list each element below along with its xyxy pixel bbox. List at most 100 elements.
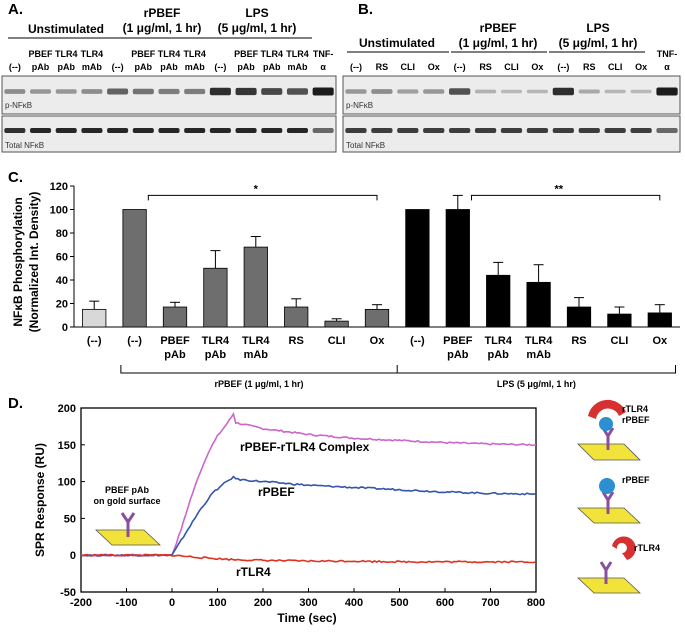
- y-tick-label: 40: [56, 275, 68, 287]
- lane-label-top: PBEF: [131, 49, 156, 59]
- category-label: CLI: [611, 335, 629, 347]
- d-series-label-rtlr4: rTLR4: [236, 565, 271, 579]
- y-tick-label: 150: [58, 440, 76, 452]
- western-band: [235, 128, 257, 133]
- western-band: [55, 89, 77, 94]
- western-band: [604, 128, 626, 133]
- x-tick-label: 700: [481, 597, 499, 609]
- gold-surface-icon: [576, 577, 642, 594]
- lane-label-bottom: pAb: [237, 62, 255, 72]
- western-band: [107, 88, 129, 95]
- x-tick-label: -200: [70, 597, 92, 609]
- a-unstimulated-label: Unstimulated: [28, 22, 104, 36]
- western-band: [656, 128, 678, 133]
- lane-label-bottom: (--): [557, 62, 569, 72]
- western-band: [526, 128, 549, 133]
- a-rpbef-label: rPBEF: [144, 6, 181, 20]
- bar-rpbef-6: [324, 320, 349, 328]
- c-group-label-rpbef: rPBEF (1 μg/ml, 1 hr): [215, 379, 304, 389]
- bar-rpbef-1: [122, 209, 147, 328]
- lane-label-top: TNF-: [313, 49, 334, 59]
- x-tick-label: 100: [208, 597, 226, 609]
- western-band: [209, 87, 231, 96]
- bar-control-0: [82, 308, 107, 328]
- y-tick-label: 80: [56, 228, 68, 240]
- category-label: pAb: [488, 349, 510, 361]
- c-category-labels: (--) (--) PBEF pAb TLR4 pAb TLR4 mAb RS CLI Ox (--)…: [87, 335, 668, 361]
- y-tick-label: 120: [50, 181, 68, 193]
- western-band: [604, 89, 626, 94]
- lane-label-top: TLR4: [261, 49, 284, 59]
- b-lane-labels: (--) RS CLI Ox (--) RS CLI Ox (--) RS CLI Ox TNF-α: [350, 49, 677, 72]
- category-label: (--): [410, 335, 425, 347]
- antibody-icon: [599, 561, 613, 584]
- category-label: (--): [127, 335, 142, 347]
- c-sig-star-rpbef: *: [254, 183, 259, 195]
- western-band: [423, 128, 445, 133]
- western-band: [500, 128, 523, 133]
- c-group-brackets: [120, 365, 677, 374]
- western-band: [312, 128, 334, 133]
- d-schematic: rTLR4 rPBEF rPBEF rTLR4: [576, 399, 660, 594]
- lane-label-bottom: RS: [376, 62, 389, 72]
- panel-a: A. Unstimulated rPBEF (1 μg/ml, 1 hr) LP…: [1, 1, 337, 153]
- b-lps-label: LPS: [586, 21, 609, 35]
- category-label: mAb: [526, 349, 551, 361]
- y-tick-label: 60: [56, 252, 68, 264]
- western-band: [656, 87, 678, 96]
- lane-label-bottom: (--): [350, 62, 362, 72]
- b-unstimulated-label: Unstimulated: [359, 36, 435, 50]
- western-band: [209, 128, 231, 133]
- x-tick-label: 200: [254, 597, 272, 609]
- y-tick-label: 0: [70, 550, 76, 562]
- lane-label-top: PBEF: [29, 49, 54, 59]
- category-label: PBEF: [443, 335, 473, 347]
- lane-label-bottom: mAb: [82, 62, 103, 72]
- lane-label-bottom: CLI: [608, 62, 623, 72]
- a-total-nfkb-label: Total NFκB: [5, 141, 44, 150]
- lane-label-bottom: (--): [214, 62, 226, 72]
- rpbef-protein-icon: [599, 417, 613, 431]
- group-bracket-lps: [397, 365, 677, 374]
- category-label: pAb: [205, 349, 227, 361]
- category-label: mAb: [244, 349, 269, 361]
- a-pnfkb-blot: [1, 75, 337, 115]
- panel-d-label: D.: [8, 395, 23, 412]
- d-schematic-pbef: rPBEF: [622, 475, 650, 485]
- series-line-2: [80, 553, 537, 564]
- c-significance: [147, 194, 661, 201]
- western-band: [500, 89, 523, 94]
- c-bars: [82, 209, 672, 328]
- lane-label-top: TNF-: [657, 49, 678, 59]
- y-tick-label: 100: [58, 477, 76, 489]
- western-band: [312, 87, 334, 96]
- western-band: [449, 88, 471, 95]
- western-band: [132, 128, 154, 133]
- c-group-label-lps: LPS (5 μg/ml, 1 hr): [497, 379, 576, 389]
- bar-rpbef-3: [203, 267, 228, 328]
- lane-label-bottom: Ox: [635, 62, 647, 72]
- lane-label-bottom: (--): [112, 62, 124, 72]
- d-series-lines: [80, 412, 537, 564]
- western-band: [184, 128, 206, 133]
- x-tick-label: 800: [527, 597, 545, 609]
- category-label: Ox: [652, 335, 668, 347]
- bar-rpbef-5: [284, 306, 309, 328]
- c-y-axis-title: NFκB Phosphorylation: [11, 197, 25, 326]
- western-band: [474, 89, 497, 94]
- lane-label-bottom: Ox: [531, 62, 543, 72]
- a-rpbef-dose: (1 μg/ml, 1 hr): [123, 21, 202, 35]
- a-pnfkb-bands: [4, 87, 334, 96]
- western-band: [132, 88, 154, 95]
- d-schematic-complex-tlr4: rTLR4: [622, 404, 648, 414]
- western-band: [261, 88, 283, 95]
- lane-label-bottom: RS: [583, 62, 596, 72]
- lane-label-bottom: pAb: [57, 62, 75, 72]
- bar-lps-9: [445, 209, 470, 328]
- x-tick-label: 300: [299, 597, 317, 609]
- d-surface-label-2: on gold surface: [93, 496, 160, 506]
- antibody-icon: [120, 512, 136, 537]
- western-band: [578, 89, 600, 94]
- lane-label-bottom: mAb: [185, 62, 206, 72]
